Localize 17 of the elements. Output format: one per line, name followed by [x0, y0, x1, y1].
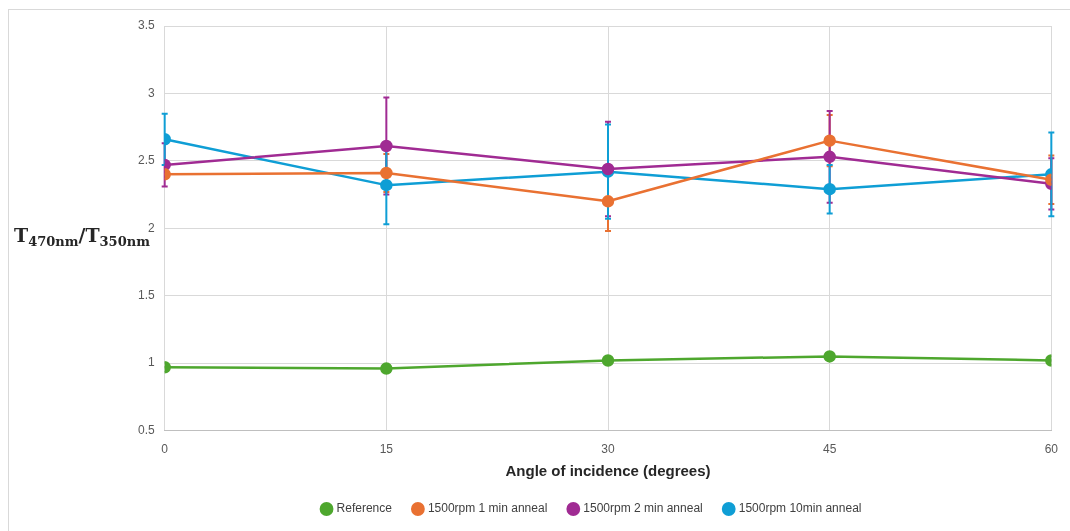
legend-label: 1500rpm 1 min anneal [427, 501, 548, 516]
y-tick-label: 2.5 [137, 153, 155, 168]
x-tick-label: 0 [161, 442, 169, 457]
legend-label: 1500rpm 2 min anneal [583, 501, 703, 516]
x-tick-label: 60 [1044, 442, 1059, 457]
x-tick-label: 30 [601, 442, 615, 457]
y-tick-label: 1 [147, 355, 155, 370]
y-tick-label: 1.5 [137, 288, 155, 303]
y-tick-label: 0.5 [137, 422, 155, 437]
legend-label: 1500rpm 10min anneal [738, 501, 862, 516]
y-tick-label: 3.5 [137, 18, 155, 33]
legend-label: Reference [336, 501, 393, 516]
y-tick-label: 3 [147, 85, 155, 100]
x-tick-label: 15 [379, 442, 394, 457]
y-tick-label: 2 [147, 220, 155, 235]
x-axis-title: Angle of incidence (degrees) [505, 462, 711, 480]
x-tick-label: 45 [822, 442, 837, 457]
